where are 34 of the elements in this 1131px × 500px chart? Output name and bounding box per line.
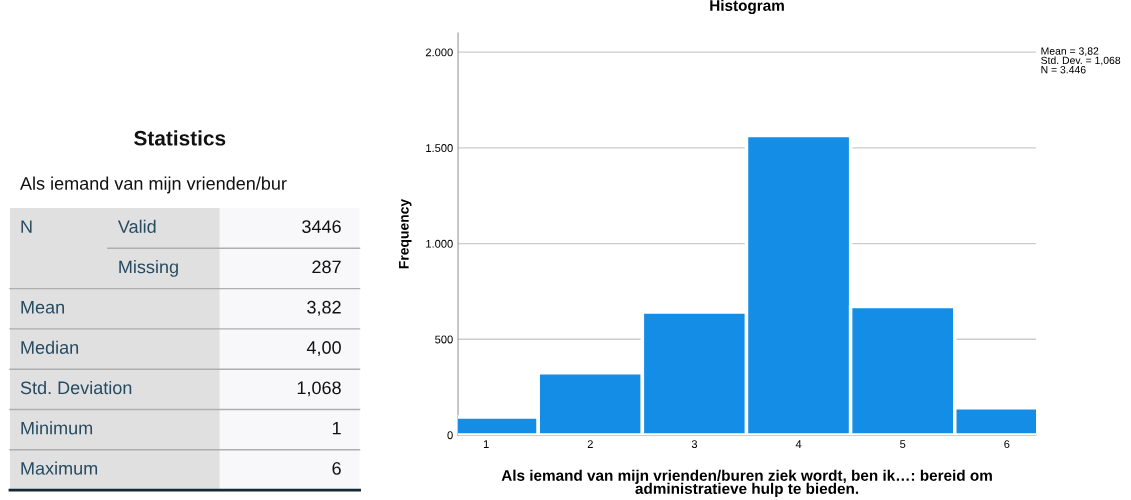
text: N xyxy=(21,220,32,233)
x-tick-label: 3 xyxy=(691,440,698,449)
data-label: 3,82 xyxy=(307,300,341,316)
data-label: 3446 xyxy=(302,220,341,233)
category-label: Missing xyxy=(119,260,178,277)
category-label: Mean xyxy=(21,301,64,314)
text: Std. Dev. = 1,068 xyxy=(1041,56,1121,66)
x-tick-label: 1 xyxy=(483,440,489,448)
data-label: 1 xyxy=(332,421,341,435)
category-label: Maximum xyxy=(21,461,98,475)
x-tick-label: 5 xyxy=(900,440,906,449)
text: Mean = 3,82 xyxy=(1041,47,1099,56)
text: Statistics xyxy=(134,130,226,146)
category-label: Valid xyxy=(117,219,156,233)
x-tick-label: 2 xyxy=(587,440,593,448)
x-tick-label: 6 xyxy=(1004,440,1010,449)
data-label: 4,00 xyxy=(306,341,341,357)
text: Als iemand van mijn vrienden/bur xyxy=(20,176,287,194)
y-tick-label: 2.000 xyxy=(425,48,453,57)
x-axis-title: Als iemand van mijn vrienden/buren ziek wordt, ben ik…: bereid om administratieve hulp te bieden. xyxy=(501,469,992,498)
category-label: Std. Deviation xyxy=(20,380,132,395)
text: N = 3.446 xyxy=(1041,66,1086,74)
y-tick-label: 1.000 xyxy=(426,239,453,248)
data-label: 287 xyxy=(312,260,341,274)
chart-title: Histogram xyxy=(710,0,784,15)
y-tick-label: 0 xyxy=(447,431,453,440)
data-label: 1,068 xyxy=(297,381,341,397)
category-label: Minimum xyxy=(21,421,93,435)
y-axis-title: Frequency xyxy=(399,198,412,269)
data-label: 6 xyxy=(332,462,341,475)
category-label: Median xyxy=(21,340,79,354)
y-tick-label: 1.500 xyxy=(426,144,453,152)
x-tick-label: 4 xyxy=(795,440,802,448)
y-tick-label: 500 xyxy=(435,335,453,344)
